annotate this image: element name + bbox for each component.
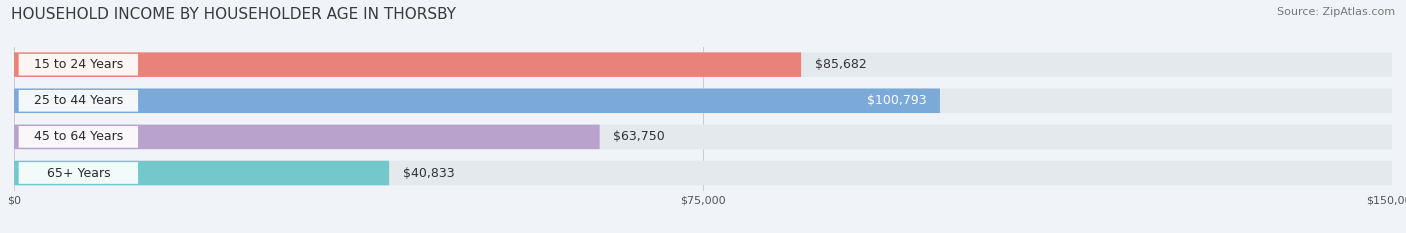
FancyBboxPatch shape xyxy=(14,161,1392,185)
Text: 15 to 24 Years: 15 to 24 Years xyxy=(34,58,122,71)
Text: HOUSEHOLD INCOME BY HOUSEHOLDER AGE IN THORSBY: HOUSEHOLD INCOME BY HOUSEHOLDER AGE IN T… xyxy=(11,7,457,22)
FancyBboxPatch shape xyxy=(18,54,138,75)
Text: $100,793: $100,793 xyxy=(866,94,927,107)
FancyBboxPatch shape xyxy=(14,89,1392,113)
FancyBboxPatch shape xyxy=(18,126,138,148)
Text: $63,750: $63,750 xyxy=(613,130,665,143)
Text: 25 to 44 Years: 25 to 44 Years xyxy=(34,94,122,107)
Text: 45 to 64 Years: 45 to 64 Years xyxy=(34,130,122,143)
Text: $40,833: $40,833 xyxy=(404,167,454,179)
FancyBboxPatch shape xyxy=(14,125,1392,149)
FancyBboxPatch shape xyxy=(14,161,389,185)
FancyBboxPatch shape xyxy=(18,90,138,112)
Text: Source: ZipAtlas.com: Source: ZipAtlas.com xyxy=(1277,7,1395,17)
FancyBboxPatch shape xyxy=(18,162,138,184)
FancyBboxPatch shape xyxy=(14,52,1392,77)
FancyBboxPatch shape xyxy=(14,125,599,149)
Text: 65+ Years: 65+ Years xyxy=(46,167,110,179)
Text: $85,682: $85,682 xyxy=(815,58,866,71)
FancyBboxPatch shape xyxy=(14,52,801,77)
FancyBboxPatch shape xyxy=(14,89,941,113)
